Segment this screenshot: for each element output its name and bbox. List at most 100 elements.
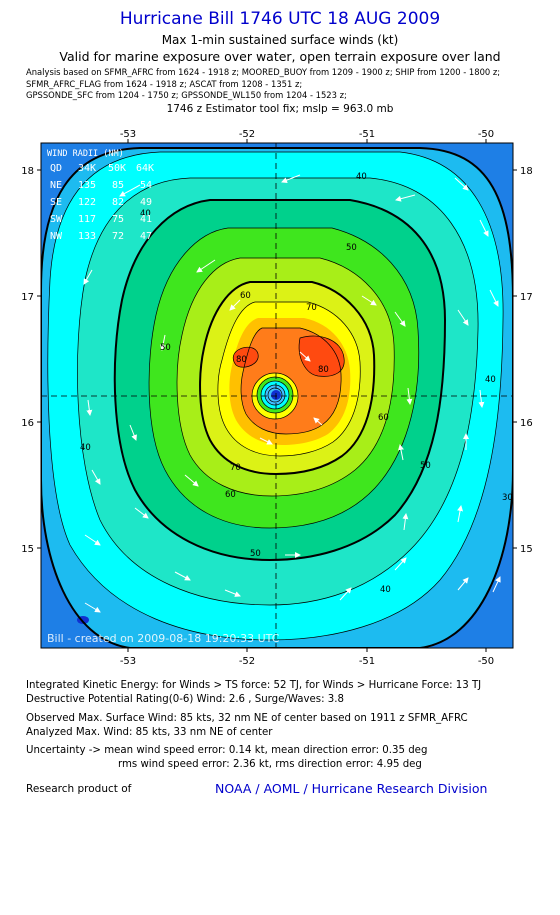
uncertainty-line-1: Uncertainty -> mean wind speed error: 0.… [26, 745, 428, 756]
wind-arrow [281, 174, 301, 183]
map-axes: -53 -52 -51 -50 -53 -52 -51 -50 18 17 16… [21, 129, 532, 667]
wind-arrow [489, 289, 499, 307]
wind-arrow [184, 474, 199, 487]
lon-tick-label-top: -50 [478, 129, 494, 140]
wind-arrow [134, 507, 149, 519]
wind-arrow [479, 219, 489, 237]
valid-note: Valid for marine exposure over water, op… [59, 49, 501, 64]
wind-arrow [339, 587, 352, 601]
ike-line: Integrated Kinetic Energy: for Winds > T… [26, 680, 482, 691]
wind-arrow [406, 387, 413, 405]
lat-tick-label-right: 17 [520, 292, 533, 303]
analysis-sources: Analysis based on SFMR_AFRC from 1624 - … [26, 67, 556, 102]
contour-label: 40 [485, 375, 496, 385]
contour-label: 60 [378, 413, 389, 423]
wind-arrow [402, 513, 409, 531]
lon-tick-label-top: -52 [239, 129, 255, 140]
wind-radii-cell: SE [50, 197, 62, 208]
map-watermark: Bill - created on 2009-08-18 19:20:33 UT… [47, 632, 280, 645]
wind-arrow [84, 534, 101, 546]
wind-radii-cell: 133 [78, 231, 96, 242]
contour-field: 40 40 40 40 40 50 50 50 50 60 60 60 70 7… [41, 143, 513, 648]
wind-arrow [398, 444, 404, 461]
wind-arrow [196, 259, 216, 273]
wind-radii-cell: 54 [140, 180, 152, 191]
wind-arrow [86, 399, 93, 416]
contour-label: 40 [140, 209, 151, 219]
wind-arrow [91, 469, 101, 485]
lon-tick-label-bottom: -52 [239, 656, 255, 667]
wind-arrow [129, 424, 137, 441]
wind-arrow [395, 194, 416, 202]
lat-tick-label-left: 17 [21, 292, 34, 303]
wind-arrow [84, 602, 101, 613]
wind-arrow [394, 311, 406, 327]
lat-tick-label-left: 16 [21, 418, 34, 429]
contour-label: 70 [230, 463, 241, 473]
wind-arrow [83, 269, 93, 285]
lon-tick-label-top: -53 [120, 129, 136, 140]
wind-radii-cell: 135 [78, 180, 96, 191]
wind-radii-cell: 122 [78, 197, 96, 208]
wind-radii-cell: NE [50, 180, 62, 191]
wind-radii-col: QD [50, 163, 62, 174]
wind-arrow [299, 351, 311, 362]
wind-radii-header: WIND RADII (NM) [47, 149, 124, 159]
lat-tick-label-right: 16 [520, 418, 533, 429]
contour-label: 50 [160, 343, 171, 353]
contour-label: 40 [356, 172, 367, 182]
analysis-line: Analysis based on SFMR_AFRC from 1624 - … [26, 67, 501, 77]
wind-arrow [492, 576, 501, 593]
contour-label: 60 [240, 291, 251, 301]
contour-label: 50 [346, 243, 357, 253]
wind-radii-cell: 75 [112, 214, 124, 225]
wind-radii-cell: SW [50, 214, 63, 225]
wind-arrow [457, 505, 464, 523]
wind-arrow [313, 417, 323, 426]
observed-max-line: Observed Max. Surface Wind: 85 kts, 32 n… [26, 713, 468, 724]
contour-label: 80 [318, 365, 329, 375]
fix-line: 1746 z Estimator tool fix; mslp = 963.0 … [166, 103, 394, 115]
wind-arrow [160, 334, 166, 351]
wind-radii-cell: 117 [78, 214, 96, 225]
wind-radii-col: 34K [78, 163, 96, 174]
analyzed-max-line: Analyzed Max. Wind: 85 kts, 33 nm NE of … [26, 727, 273, 738]
wind-radii-cell: 85 [112, 180, 124, 191]
chart-subtitle: Max 1-min sustained surface winds (kt) [161, 33, 399, 47]
contour-labels: 40 40 40 40 40 50 50 50 50 60 60 60 70 7… [80, 172, 513, 595]
wind-radii-cell: 47 [140, 231, 152, 242]
lat-tick-label-right: 15 [520, 544, 533, 555]
wind-radii-cell: 49 [140, 197, 152, 208]
wind-arrow [457, 577, 469, 591]
wind-arrow [224, 589, 241, 597]
wind-arrow [229, 299, 241, 311]
contour-label: 40 [380, 585, 391, 595]
credit-link[interactable]: NOAA / AOML / Hurricane Research Divisio… [215, 781, 488, 796]
analysis-line: SFMR_AFRC_FLAG from 1624 - 1918 z; ASCAT… [26, 78, 303, 89]
map-frame [40, 142, 514, 649]
wind-arrow [478, 389, 485, 408]
contour-label: 70 [306, 303, 317, 313]
wind-arrow [457, 309, 469, 326]
wind-radii-col: 50K [108, 163, 126, 174]
wind-arrow [119, 184, 141, 197]
wind-radii-cell: NW [50, 231, 63, 242]
wind-arrow [454, 177, 469, 191]
wind-vectors [83, 174, 501, 613]
contour-label: 30 [502, 493, 513, 503]
credit-label: Research product of [26, 783, 132, 795]
wind-arrow [394, 557, 407, 571]
wind-radii-cell: 41 [140, 214, 152, 225]
ring-85-w [233, 347, 259, 368]
contour-label: 50 [250, 549, 261, 559]
lat-tick-label-left: 15 [21, 544, 34, 555]
dpr-line: Destructive Potential Rating(0-6) Wind: … [26, 694, 344, 705]
wind-radii-col: 64K [136, 163, 154, 174]
uncertainty-line-2: rms wind speed error: 2.36 kt, rms direc… [118, 759, 422, 770]
wind-radii-table: WIND RADII (NM) QD 34K 50K 64K NE 135 85… [47, 149, 154, 242]
contour-label: 50 [420, 461, 431, 471]
lon-tick-label-top: -51 [359, 129, 375, 140]
lon-tick-label-bottom: -53 [120, 656, 136, 667]
contour-label: 40 [80, 443, 91, 453]
wind-arrow [259, 437, 273, 445]
